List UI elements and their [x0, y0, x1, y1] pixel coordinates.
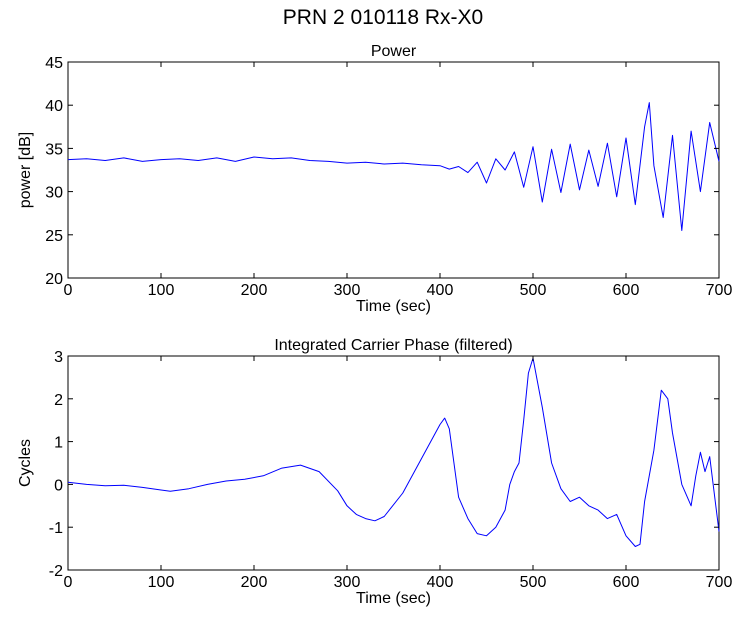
phase-y-tick-label: 2 — [54, 392, 63, 409]
power-y-tick-label: 35 — [45, 141, 63, 158]
phase-y-axis-label: Cycles — [17, 439, 34, 487]
phase-y-tick-label: -1 — [49, 520, 63, 537]
power-y-axis-label: power [dB] — [17, 132, 34, 208]
power-plot-frame — [67, 61, 720, 279]
phase-x-tick-label: 700 — [706, 574, 733, 591]
phase-y-tick-label: 3 — [54, 349, 63, 366]
phase-x-tick-label: 0 — [64, 574, 73, 591]
power-x-tick-label: 100 — [148, 282, 175, 299]
phase-y-tick-label: -2 — [49, 563, 63, 580]
phase-x-tick-label: 600 — [613, 574, 640, 591]
phase-y-tick-label: 1 — [54, 435, 63, 452]
power-y-tick-label: 45 — [45, 55, 63, 72]
power-x-tick-label: 700 — [706, 282, 733, 299]
phase-x-tick-label: 200 — [241, 574, 268, 591]
power-x-tick-label: 0 — [64, 282, 73, 299]
figure-title: PRN 2 010118 Rx-X0 — [283, 6, 483, 29]
power-y-tick-label: 40 — [45, 98, 63, 115]
phase-x-tick-label: 400 — [427, 574, 454, 591]
phase-x-tick-label: 100 — [148, 574, 175, 591]
phase-x-tick-label: 300 — [334, 574, 361, 591]
power-x-tick-label: 600 — [613, 282, 640, 299]
phase-x-axis-label: Time (sec) — [356, 590, 431, 607]
power-x-tick-label: 500 — [520, 282, 547, 299]
phase-x-tick-label: 500 — [520, 574, 547, 591]
power-x-tick-label: 300 — [334, 282, 361, 299]
power-y-tick-label: 20 — [45, 271, 63, 288]
phase-y-tick-label: 0 — [54, 477, 63, 494]
power-x-tick-label: 200 — [241, 282, 268, 299]
phase-axes-title: Integrated Carrier Phase (filtered) — [274, 337, 512, 354]
power-y-tick-label: 25 — [45, 228, 63, 245]
power-series-line — [67, 102, 720, 231]
power-y-tick-label: 30 — [45, 185, 63, 202]
power-axes-title: Power — [371, 43, 417, 60]
phase-series-line — [67, 357, 720, 547]
power-x-axis-label: Time (sec) — [356, 298, 431, 315]
carrier-phase-axes: 0 100 200 300 400 500 600 700 -2 -1 0 1 2 3 Integrated… — [17, 337, 732, 607]
phase-plot-frame — [67, 355, 720, 571]
power-axes: 0 100 200 300 400 500 600 700 20 25 30 35 40 45 Power T… — [17, 43, 732, 315]
power-x-tick-label: 400 — [427, 282, 454, 299]
